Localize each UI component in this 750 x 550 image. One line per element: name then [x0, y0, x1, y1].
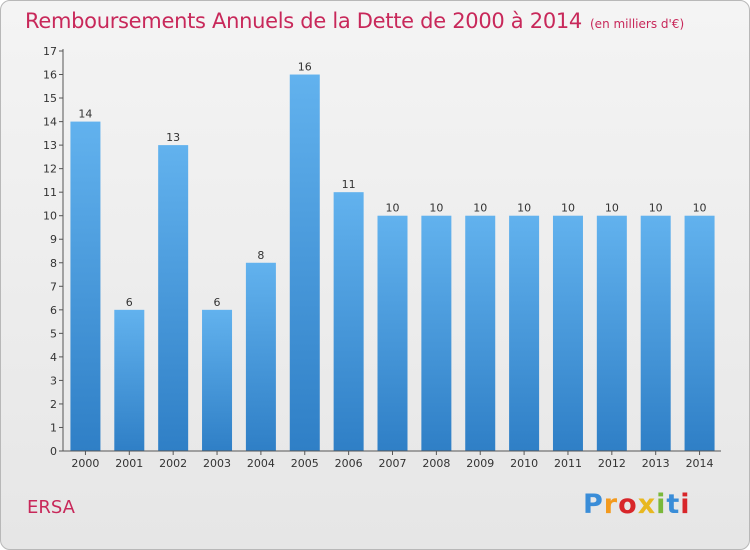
bar-2002: [158, 145, 189, 451]
bar-2014: [684, 215, 715, 451]
x-tick-label-2009: 2009: [466, 457, 494, 470]
bar-2003: [202, 309, 233, 451]
y-tick-label-2: 2: [50, 398, 57, 411]
bar-2009: [465, 215, 496, 451]
x-tick-label-2007: 2007: [379, 457, 407, 470]
data-label-2004: 8: [257, 249, 264, 262]
x-tick-label-2012: 2012: [598, 457, 626, 470]
y-tick-label-16: 16: [43, 69, 57, 82]
data-label-2009: 10: [473, 202, 487, 215]
y-tick-label-0: 0: [50, 445, 57, 458]
y-tick-label-4: 4: [50, 351, 57, 364]
y-tick-label-17: 17: [43, 45, 57, 58]
x-tick-label-2000: 2000: [71, 457, 99, 470]
data-label-2014: 10: [693, 202, 707, 215]
x-tick-label-2011: 2011: [554, 457, 582, 470]
bar-2001: [114, 309, 145, 451]
proxiti-logo[interactable]: Proxiti: [583, 489, 691, 520]
logo-letter: P: [583, 489, 604, 520]
chart-subtitle: (en milliers d'€): [590, 17, 685, 31]
bar-2006: [333, 192, 364, 452]
bar-2010: [509, 215, 540, 451]
y-tick-label-10: 10: [43, 210, 57, 223]
bar-2005: [289, 74, 320, 451]
y-tick-label-13: 13: [43, 139, 57, 152]
logo-letter: t: [666, 489, 681, 520]
y-tick-label-14: 14: [43, 116, 57, 129]
logo-letter: x: [637, 489, 657, 520]
commune-name: ERSA: [27, 497, 75, 518]
x-tick-label-2005: 2005: [291, 457, 319, 470]
y-tick-label-9: 9: [50, 233, 57, 246]
x-tick-label-2006: 2006: [335, 457, 363, 470]
data-label-2011: 10: [561, 202, 575, 215]
x-tick-label-2002: 2002: [159, 457, 187, 470]
data-label-2013: 10: [649, 202, 663, 215]
x-tick-label-2010: 2010: [510, 457, 538, 470]
y-tick-label-1: 1: [50, 421, 57, 434]
y-tick-label-6: 6: [50, 304, 57, 317]
bars-group: 14 6 13 6 8 16 11 10 10 10 10 10 10 10 10: [70, 61, 715, 452]
bar-2000: [70, 121, 101, 452]
data-label-2005: 16: [298, 61, 312, 74]
data-label-2001: 6: [126, 296, 133, 309]
x-tick-label-2001: 2001: [115, 457, 143, 470]
x-tick-label-2008: 2008: [422, 457, 450, 470]
x-tick-label-2014: 2014: [686, 457, 714, 470]
chart-title: Remboursements Annuels de la Dette de 20…: [25, 9, 684, 33]
y-tick-label-12: 12: [43, 163, 57, 176]
y-tick-label-7: 7: [50, 280, 57, 293]
data-label-2002: 13: [166, 131, 180, 144]
data-label-2010: 10: [517, 202, 531, 215]
x-tick-label-2004: 2004: [247, 457, 275, 470]
x-tick-label-2013: 2013: [642, 457, 670, 470]
bar-2007: [377, 215, 408, 451]
y-tick-label-15: 15: [43, 92, 57, 105]
x-tick-label-2003: 2003: [203, 457, 231, 470]
logo-letter: r: [603, 489, 619, 520]
data-label-2007: 10: [386, 202, 400, 215]
logo-letter: i: [656, 489, 667, 520]
chart-title-text: Remboursements Annuels de la Dette de 20…: [25, 9, 582, 33]
data-label-2000: 14: [78, 108, 92, 121]
logo-letter: o: [618, 489, 638, 520]
logo-letter: i: [680, 489, 691, 520]
data-label-2008: 10: [429, 202, 443, 215]
bar-2004: [245, 262, 276, 451]
y-tick-label-5: 5: [50, 327, 57, 340]
y-tick-label-3: 3: [50, 374, 57, 387]
bar-2013: [640, 215, 671, 451]
bar-2012: [596, 215, 627, 451]
axes-group: 2000 2001 2002 2003 2004 2005 2006 2007 2008 2009…: [43, 45, 721, 470]
y-tick-label-11: 11: [43, 186, 57, 199]
bar-2011: [552, 215, 583, 451]
data-label-2012: 10: [605, 202, 619, 215]
data-label-2003: 6: [214, 296, 221, 309]
y-tick-label-8: 8: [50, 257, 57, 270]
data-label-2006: 11: [342, 178, 356, 191]
bar-2008: [421, 215, 452, 451]
